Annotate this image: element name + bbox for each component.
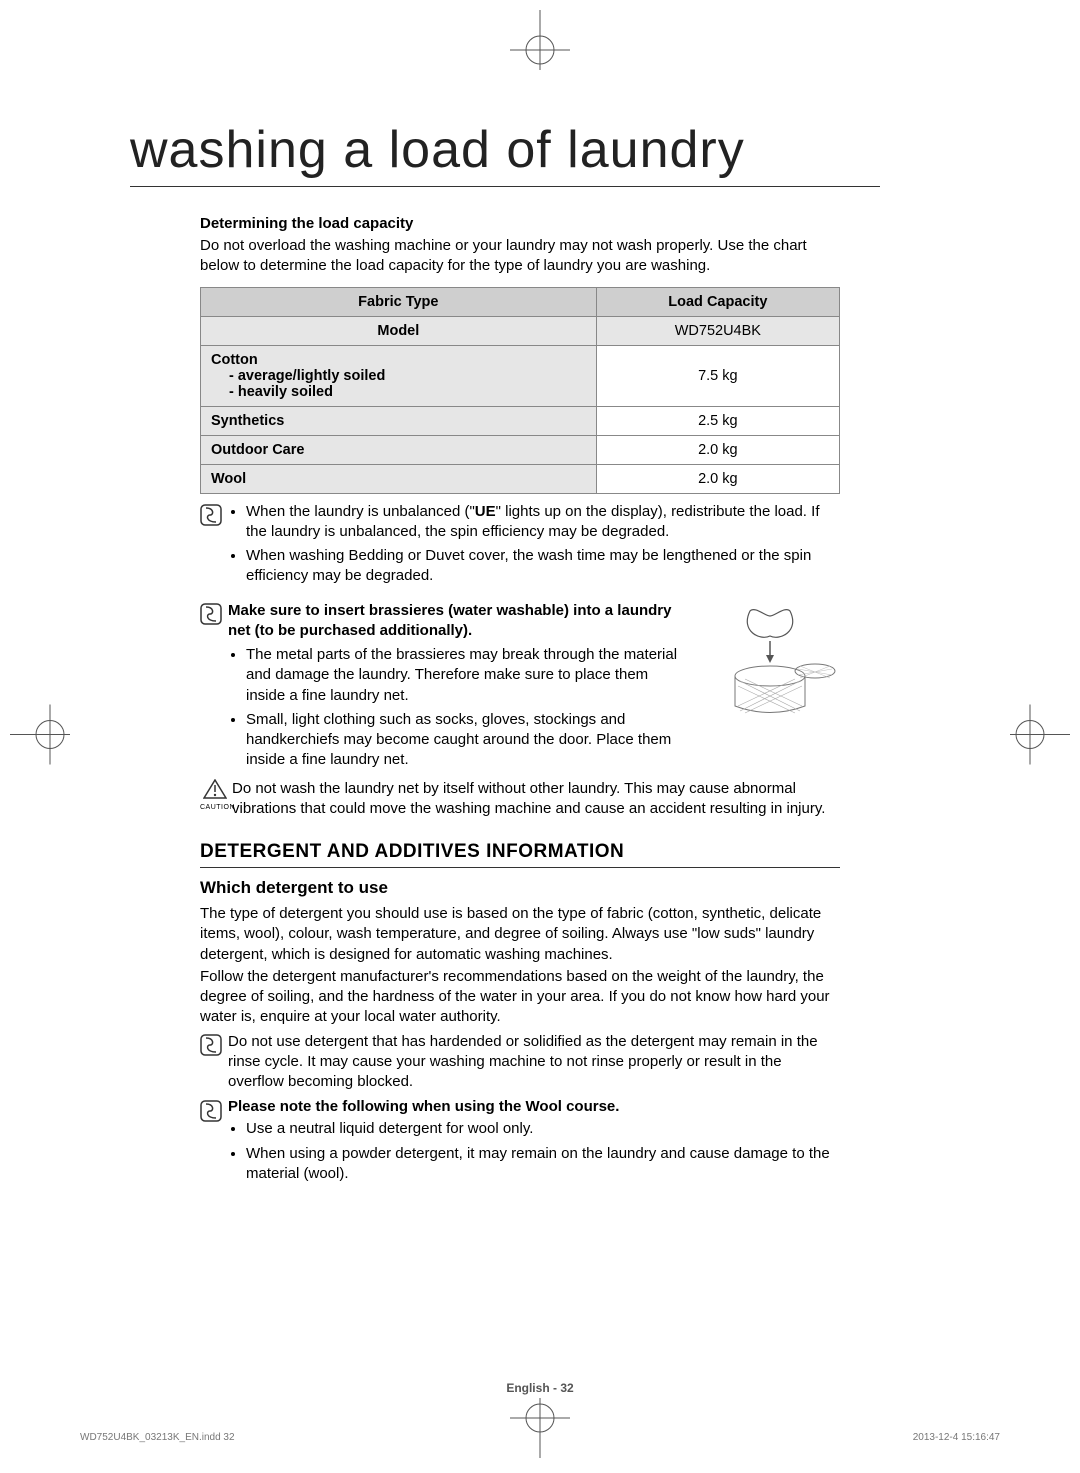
detergent-note-text: Do not use detergent that has hardended … (228, 1032, 840, 1093)
cap-wool: 2.0 kg (596, 464, 839, 493)
determining-intro: Do not overload the washing machine or y… (200, 236, 840, 277)
wool-heading: Please note the following when using the… (228, 1098, 840, 1115)
bra-heading: Make sure to insert brassieres (water wa… (228, 601, 682, 642)
caution-row: CAUTION Do not wash the laundry net by i… (200, 779, 840, 820)
cap-outdoor: 2.0 kg (596, 435, 839, 464)
determining-heading: Determining the load capacity (200, 215, 840, 232)
note1-list: When the laundry is unbalanced ("UE" lig… (228, 502, 840, 591)
wool-block: Please note the following when using the… (228, 1098, 840, 1188)
cotton-sub2: - heavily soiled (211, 384, 586, 400)
col-capacity: Load Capacity (596, 287, 839, 316)
col-fabric: Fabric Type (201, 287, 597, 316)
crop-mark-left (10, 699, 70, 774)
bra-list: The metal parts of the brassieres may br… (228, 645, 682, 771)
detergent-subheading: Which detergent to use (200, 878, 840, 898)
row-synthetics: Synthetics (201, 406, 597, 435)
model-label: Model (201, 316, 597, 345)
row-outdoor: Outdoor Care (201, 435, 597, 464)
crop-mark-top (505, 10, 575, 75)
section-detergent: DETERGENT AND ADDITIVES INFORMATION Whic… (200, 841, 840, 1188)
detergent-heading: DETERGENT AND ADDITIVES INFORMATION (200, 841, 840, 868)
note1-b1: When the laundry is unbalanced ("UE" lig… (246, 502, 840, 543)
wool-note: Please note the following when using the… (200, 1098, 840, 1188)
note1-b2: When washing Bedding or Duvet cover, the… (246, 546, 840, 587)
wool-b2: When using a powder detergent, it may re… (246, 1144, 840, 1185)
wool-b1: Use a neutral liquid detergent for wool … (246, 1119, 840, 1139)
detergent-note: Do not use detergent that has hardended … (200, 1032, 840, 1093)
row-cotton: Cotton - average/lightly soiled - heavil… (201, 345, 597, 406)
bra-b1: The metal parts of the brassieres may br… (246, 645, 682, 706)
note-brassiere: Make sure to insert brassieres (water wa… (200, 601, 840, 775)
detergent-p2: Follow the detergent manufacturer's reco… (200, 967, 840, 1028)
fabric-cotton: Cotton (211, 352, 258, 368)
note-icon (200, 1100, 222, 1127)
crop-mark-bottom (505, 1398, 575, 1463)
note-icon (200, 504, 222, 531)
meta-timestamp: 2013-12-4 15:16:47 (913, 1432, 1000, 1443)
note-icon (200, 1034, 222, 1061)
meta-filename: WD752U4BK_03213K_EN.indd 32 (80, 1432, 235, 1443)
section-determining: Determining the load capacity Do not ove… (200, 215, 840, 819)
bra-b2: Small, light clothing such as socks, glo… (246, 710, 682, 771)
crop-mark-right (1010, 699, 1070, 774)
row-wool: Wool (201, 464, 597, 493)
note-icon (200, 603, 222, 630)
page-footer: English - 32 (0, 1381, 1080, 1395)
bra-illustration (690, 601, 840, 736)
cotton-sub1: - average/lightly soiled (211, 368, 586, 384)
page-content: washing a load of laundry Determining th… (130, 120, 880, 1188)
page-title: washing a load of laundry (130, 120, 880, 187)
capacity-table: Fabric Type Load Capacity Model WD752U4B… (200, 287, 840, 494)
cap-cotton: 7.5 kg (596, 345, 839, 406)
model-value: WD752U4BK (596, 316, 839, 345)
cap-synthetics: 2.5 kg (596, 406, 839, 435)
caution-icon: CAUTION (200, 779, 230, 811)
caution-text: Do not wash the laundry net by itself wi… (232, 779, 840, 820)
note-unbalanced: When the laundry is unbalanced ("UE" lig… (200, 502, 840, 591)
bra-text: Make sure to insert brassieres (water wa… (228, 601, 682, 775)
caution-label: CAUTION (200, 804, 230, 811)
detergent-p1: The type of detergent you should use is … (200, 904, 840, 965)
wool-list: Use a neutral liquid detergent for wool … (228, 1119, 840, 1184)
